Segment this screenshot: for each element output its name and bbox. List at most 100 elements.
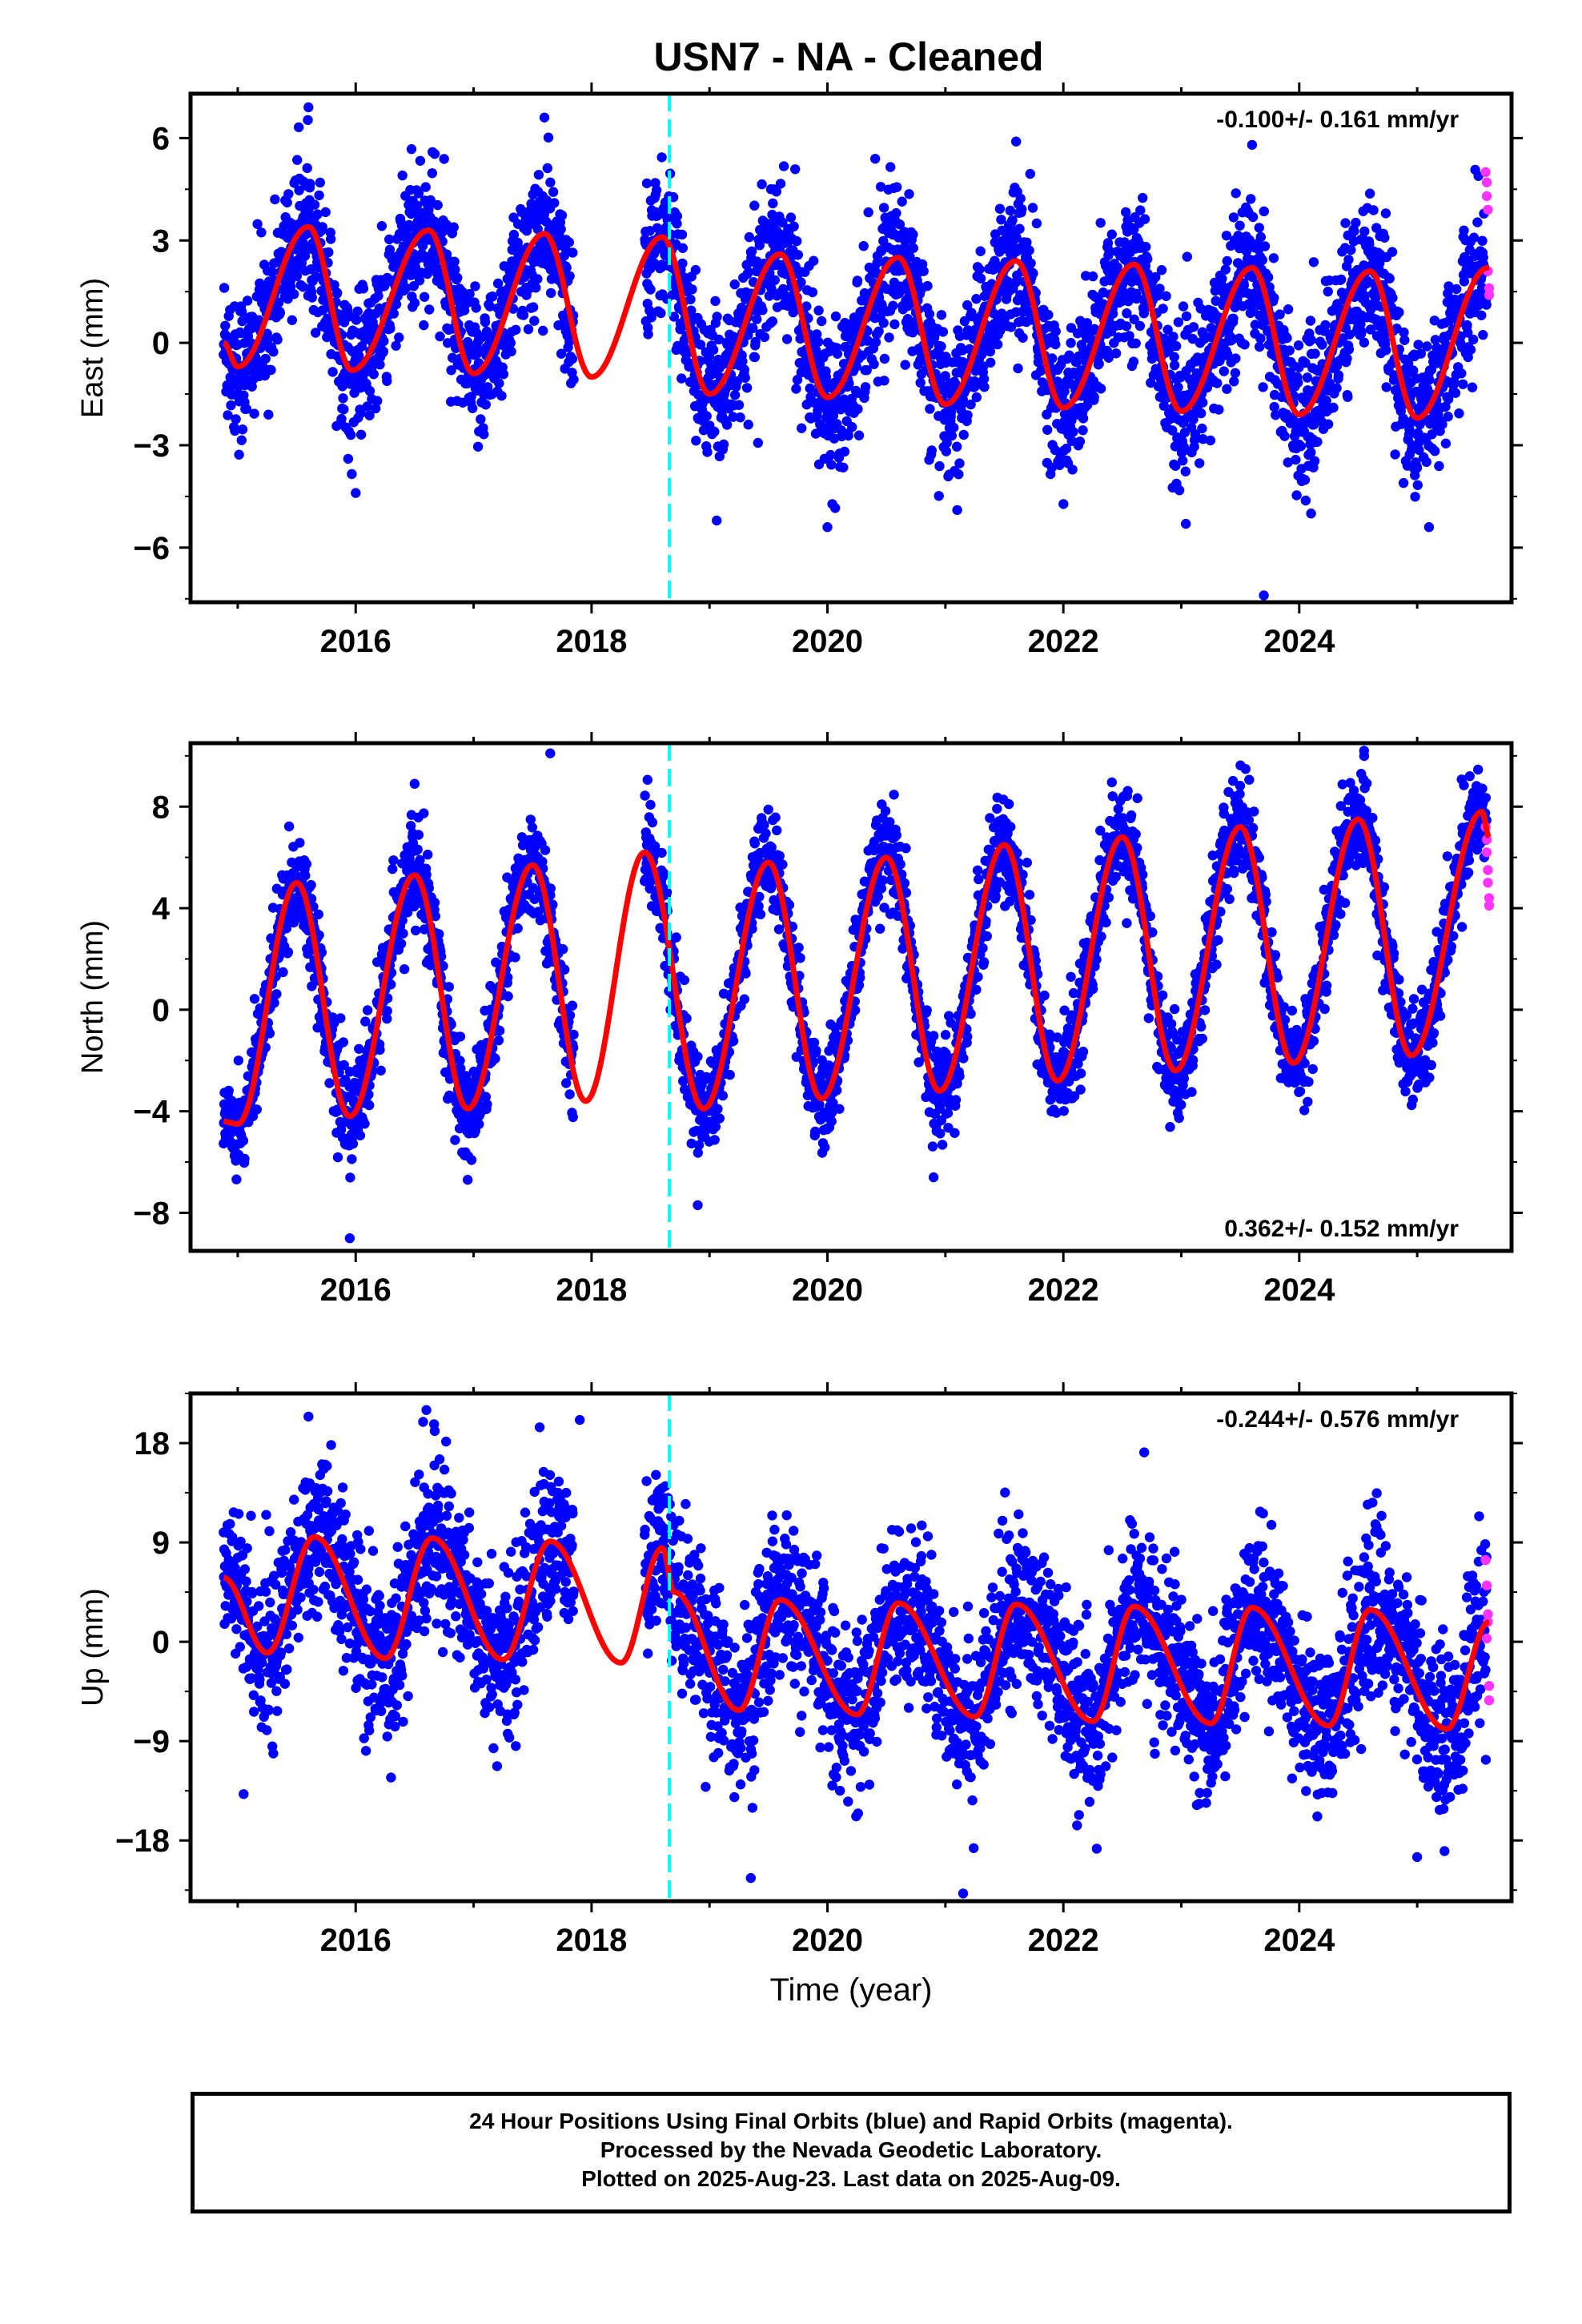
final-orbit-point [809,255,819,266]
final-orbit-point [709,426,720,437]
final-orbit-point [1134,320,1146,332]
final-orbit-point [406,821,416,831]
final-orbit-point [757,305,768,316]
final-orbit-point [1195,304,1207,314]
final-orbit-point [545,177,556,187]
final-orbit-point [449,256,460,267]
final-orbit-point [406,144,417,155]
final-orbit-point [729,279,740,290]
final-orbit-point [1026,258,1036,268]
final-orbit-point [1174,485,1185,496]
final-orbit-point [852,275,863,286]
final-orbit-point [419,320,429,331]
final-orbit-point [287,315,297,325]
final-orbit-point [1333,370,1344,380]
final-orbit-point [1103,352,1114,363]
y-axis-label: East (mm) [76,278,110,418]
final-orbit-point [838,462,849,472]
final-orbit-point [567,354,578,364]
final-orbit-point [753,437,763,448]
final-orbit-point [1250,320,1261,330]
final-orbit-point [710,296,721,307]
final-orbit-point [466,392,476,402]
final-orbit-point [733,400,745,410]
final-orbit-point [326,234,336,244]
final-orbit-point [1379,232,1390,243]
final-orbit-point [1087,271,1098,282]
final-orbit-point [1414,444,1424,456]
final-orbit-point [267,267,277,277]
final-orbit-point [1188,322,1199,332]
final-orbit-point [888,300,898,311]
y-tick-label: −3 [133,428,170,464]
final-orbit-point [444,982,454,992]
final-orbit-point [347,468,357,480]
final-orbit-point [1047,353,1058,364]
final-orbit-point [459,305,470,316]
final-orbit-point [1170,460,1181,471]
final-orbit-point [230,425,240,436]
final-orbit-point [1306,335,1316,345]
final-orbit-point [975,246,986,256]
final-orbit-point [826,460,837,470]
final-orbit-point [979,382,990,392]
final-orbit-point [759,332,770,343]
final-orbit-point [1255,341,1265,352]
final-orbit-point [531,283,541,293]
final-orbit-point [1293,340,1304,351]
final-orbit-point [1146,377,1156,388]
final-orbit-point [1269,401,1279,412]
final-orbit-point [343,453,354,464]
final-orbit-point [1015,193,1026,204]
final-orbit-point [701,411,712,421]
final-orbit-point [1239,280,1250,291]
final-orbit-point [1387,292,1398,304]
final-orbit-point [275,308,285,318]
final-orbit-point [1462,320,1472,331]
final-orbit-point [789,221,799,231]
final-orbit-point [771,187,781,197]
final-orbit-point [1066,338,1076,348]
final-orbit-point [249,408,259,419]
final-orbit-point [1138,192,1148,203]
final-orbit-point [649,841,661,851]
final-orbit-point [512,923,523,934]
final-orbit-point [805,383,815,394]
final-orbit-point [958,398,969,408]
final-orbit-point [1476,310,1487,320]
final-orbit-point [283,821,295,832]
final-orbit-point [656,152,667,163]
final-orbit-point [539,112,550,123]
final-orbit-point [1161,291,1171,301]
final-orbit-point [1423,522,1435,533]
final-orbit-point [1180,466,1191,476]
final-orbit-point [419,292,430,302]
final-orbit-point [543,132,554,143]
final-orbit-point [545,883,556,894]
final-orbit-point [363,1089,374,1100]
final-orbit-point [1074,436,1086,447]
final-orbit-point [992,339,1003,350]
final-orbit-point [1384,273,1395,283]
final-orbit-point [1478,330,1488,340]
final-orbit-point [558,944,568,955]
final-orbit-point [358,283,369,294]
final-orbit-point [860,382,871,392]
final-orbit-point [1150,271,1161,283]
final-orbit-point [1089,392,1099,402]
final-orbit-point [237,307,247,317]
x-tick-label: 2024 [1263,624,1335,659]
final-orbit-point [1308,257,1319,267]
x-tick-label: 2018 [556,624,627,659]
final-orbit-point [1025,168,1036,179]
final-orbit-point [1122,308,1132,319]
final-orbit-point [363,308,374,319]
final-orbit-point [962,300,973,311]
y-tick-label: 0 [152,326,170,361]
final-orbit-point [1312,436,1323,447]
final-orbit-point [1317,340,1327,350]
final-orbit-point [977,347,988,358]
final-orbit-point [568,374,579,385]
final-orbit-point [1028,268,1038,279]
final-orbit-point [643,329,653,340]
